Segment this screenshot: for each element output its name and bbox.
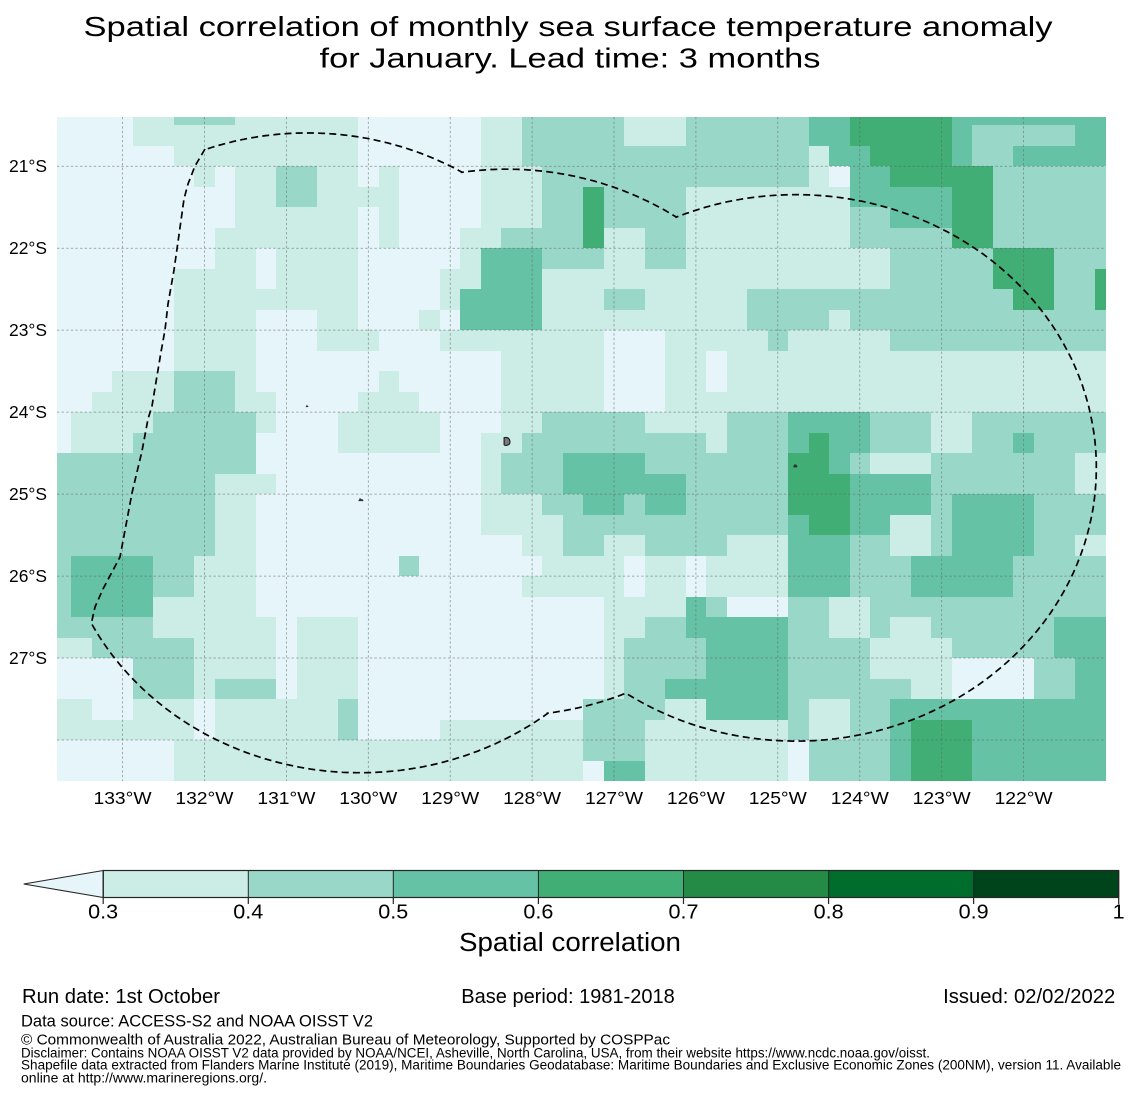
svg-text:26°S: 26°S: [9, 566, 47, 586]
svg-text:1: 1: [1113, 902, 1125, 924]
svg-text:126°W: 126°W: [667, 788, 726, 808]
svg-text:23°S: 23°S: [9, 320, 47, 340]
svg-text:0.6: 0.6: [523, 902, 553, 924]
svg-text:0.5: 0.5: [378, 902, 408, 924]
svg-text:online at http://www.marinereg: online at http://www.marineregions.org/.: [21, 1071, 267, 1086]
svg-text:22°S: 22°S: [9, 238, 47, 258]
svg-text:0.8: 0.8: [814, 902, 844, 924]
svg-text:for January. Lead time: 3 mont: for January. Lead time: 3 months: [320, 43, 821, 74]
svg-text:Disclaimer: Contains NOAA OISS: Disclaimer: Contains NOAA OISST V2 data …: [21, 1046, 930, 1061]
svg-text:0.9: 0.9: [959, 902, 989, 924]
svg-text:133°W: 133°W: [94, 788, 153, 808]
svg-text:24°S: 24°S: [9, 402, 47, 422]
svg-text:125°W: 125°W: [749, 788, 808, 808]
svg-text:Issued: 02/02/2022: Issued: 02/02/2022: [943, 986, 1115, 1008]
svg-text:Spatial correlation of monthly: Spatial correlation of monthly sea surfa…: [84, 11, 1053, 42]
svg-text:Data source: ACCESS-S2 and NOA: Data source: ACCESS-S2 and NOAA OISST V2: [21, 1012, 373, 1030]
svg-text:Spatial correlation: Spatial correlation: [459, 929, 681, 957]
svg-text:Shapefile data extracted from: Shapefile data extracted from Flanders M…: [21, 1057, 1121, 1072]
svg-text:132°W: 132°W: [175, 788, 234, 808]
svg-text:Base period: 1981-2018: Base period: 1981-2018: [461, 986, 675, 1008]
svg-text:Run date: 1st October: Run date: 1st October: [22, 986, 220, 1008]
svg-text:124°W: 124°W: [831, 788, 890, 808]
svg-text:0.3: 0.3: [88, 902, 118, 924]
svg-text:21°S: 21°S: [9, 156, 47, 176]
svg-text:127°W: 127°W: [585, 788, 644, 808]
svg-text:123°W: 123°W: [913, 788, 972, 808]
svg-text:27°S: 27°S: [9, 648, 47, 668]
svg-text:0.7: 0.7: [669, 902, 699, 924]
svg-text:© Commonwealth of Australia 20: © Commonwealth of Australia 2022, Austra…: [21, 1032, 670, 1048]
svg-text:0.4: 0.4: [233, 902, 263, 924]
svg-text:25°S: 25°S: [9, 484, 47, 504]
svg-text:122°W: 122°W: [995, 788, 1054, 808]
svg-text:131°W: 131°W: [257, 788, 316, 808]
svg-text:128°W: 128°W: [503, 788, 562, 808]
svg-text:129°W: 129°W: [421, 788, 480, 808]
svg-text:130°W: 130°W: [339, 788, 398, 808]
